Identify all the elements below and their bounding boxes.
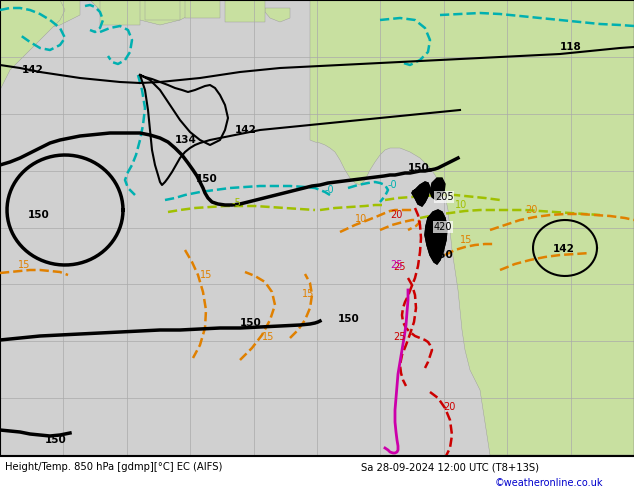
Text: 142: 142 — [235, 125, 257, 135]
Text: 150: 150 — [45, 435, 67, 445]
Text: 10: 10 — [455, 200, 467, 210]
Polygon shape — [0, 0, 80, 40]
Text: 10: 10 — [355, 214, 367, 224]
Text: 5: 5 — [420, 184, 426, 194]
Text: 20: 20 — [390, 210, 403, 220]
Text: 25: 25 — [390, 260, 403, 270]
Polygon shape — [0, 0, 65, 90]
Text: 150: 150 — [408, 163, 430, 173]
Text: 15: 15 — [18, 260, 30, 270]
Polygon shape — [265, 8, 290, 22]
Bar — [145, 0, 180, 20]
Text: 150: 150 — [240, 318, 262, 328]
Text: 150: 150 — [338, 314, 359, 324]
Text: -0: -0 — [325, 185, 335, 195]
Text: Sa 28-09-2024 12:00 UTC (T8+13S): Sa 28-09-2024 12:00 UTC (T8+13S) — [361, 462, 540, 472]
Bar — [100, 0, 140, 25]
Text: 15: 15 — [262, 332, 275, 342]
Text: 15: 15 — [302, 289, 314, 299]
Bar — [185, 0, 220, 18]
Text: 150: 150 — [432, 250, 454, 260]
Text: 142: 142 — [22, 65, 44, 75]
Text: 25: 25 — [393, 332, 406, 342]
Text: Height/Temp. 850 hPa [gdmp][°C] EC (AIFS): Height/Temp. 850 hPa [gdmp][°C] EC (AIFS… — [5, 462, 223, 472]
Text: 150: 150 — [28, 210, 49, 220]
Bar — [225, 0, 265, 22]
Text: ©weatheronline.co.uk: ©weatheronline.co.uk — [495, 478, 603, 488]
Text: -0: -0 — [388, 180, 398, 190]
Text: 420: 420 — [434, 222, 453, 232]
Polygon shape — [425, 210, 447, 264]
Text: 15: 15 — [460, 235, 472, 245]
Text: 205: 205 — [435, 192, 453, 202]
Text: 25: 25 — [393, 262, 406, 272]
Text: 118: 118 — [560, 42, 582, 52]
Text: 134: 134 — [175, 135, 197, 145]
Polygon shape — [310, 0, 634, 455]
Text: 15: 15 — [200, 270, 212, 280]
Text: -5: -5 — [232, 198, 242, 208]
Text: 142: 142 — [553, 244, 575, 254]
Polygon shape — [230, 5, 260, 20]
Text: 150: 150 — [196, 174, 217, 184]
Text: 20: 20 — [525, 205, 538, 215]
Polygon shape — [412, 182, 430, 206]
Polygon shape — [430, 178, 445, 200]
Polygon shape — [90, 0, 200, 25]
Text: 20: 20 — [443, 402, 455, 412]
